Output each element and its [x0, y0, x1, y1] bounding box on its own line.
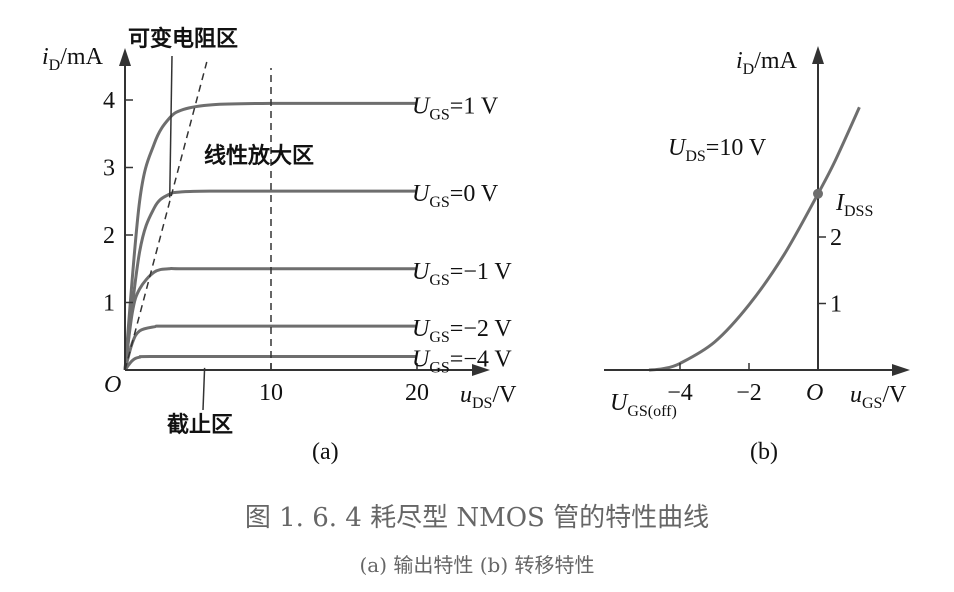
x-axis-label: uDS/V — [460, 382, 517, 412]
output-curve — [123, 189, 417, 371]
x-axis-label-unit: /V — [492, 382, 517, 408]
series-label: UGS=1 V — [412, 93, 499, 123]
series-label-sub: GS — [429, 329, 449, 346]
output-curve — [123, 267, 417, 371]
x-axis-label: uGS/V — [850, 382, 907, 412]
x-tick-label: −4 — [667, 380, 693, 406]
y-tick-label: 4 — [103, 88, 115, 114]
idss-point — [813, 188, 823, 199]
vds-condition-label: UDS=10 V — [668, 135, 767, 165]
x-ticks: −4 −2 — [667, 363, 762, 406]
series-label-var: U — [412, 181, 431, 207]
x-axis-label-unit: /V — [882, 382, 907, 408]
y-axis-label-sub: D — [743, 61, 755, 78]
y-axis-arrow — [812, 46, 824, 64]
x-axis-arrow — [892, 364, 910, 376]
y-ticks: 12 — [818, 225, 842, 318]
series-label-rest: =0 V — [450, 181, 499, 207]
figure-caption-subtitle: (a) 输出特性 (b) 转移特性 — [359, 553, 594, 577]
cutoff-region-label: 截止区 — [167, 413, 233, 438]
y-axis-label-var: i — [736, 48, 743, 74]
transfer-curve — [648, 106, 861, 372]
series-label-rest: =−2 V — [450, 316, 513, 342]
series-label-sub: GS — [429, 106, 449, 123]
x-tick-label: 10 — [259, 380, 283, 406]
transfer-curve-line — [648, 106, 861, 372]
x-axis-arrow — [472, 364, 490, 376]
y-tick-label: 2 — [103, 223, 115, 249]
cond-var: U — [668, 135, 687, 161]
series-label-rest: =−1 V — [450, 259, 513, 285]
series-label-var: U — [412, 259, 431, 285]
y-axis-label-var: i — [42, 44, 49, 70]
variable-resistance-region-label: 可变电阻区 — [128, 26, 238, 52]
x-axis-label-var: u — [460, 382, 472, 408]
panel-b-label: (b) — [750, 439, 778, 465]
series-label: UGS=−2 V — [412, 316, 512, 346]
idss-label: IDSS — [835, 190, 873, 220]
cutoff-sub: GS(off) — [627, 403, 676, 420]
figure-caption-title: 图 1. 6. 4 耗尽型 NMOS 管的特性曲线 — [245, 503, 709, 533]
cutoff-var: U — [610, 390, 629, 416]
cond-sub: DS — [685, 148, 705, 165]
y-axis-label-sub: D — [49, 57, 61, 74]
origin-label: O — [104, 372, 121, 398]
idss-sub: DSS — [844, 203, 873, 220]
y-tick-label: 1 — [103, 291, 115, 317]
series-label-var: U — [412, 316, 431, 342]
series-label: UGS=−4 V — [412, 347, 512, 377]
output-curve — [123, 354, 417, 371]
origin-label: O — [806, 380, 823, 406]
cond-rest: =10 V — [706, 135, 767, 161]
variable-resistance-leader-line — [168, 55, 173, 198]
y-axis-arrow — [119, 48, 131, 66]
output-curve — [123, 101, 418, 371]
x-axis-label-sub: GS — [862, 395, 882, 412]
series-label-sub: GS — [429, 194, 449, 211]
panel-a-label: (a) — [312, 439, 339, 465]
y-tick-label: 2 — [830, 225, 842, 251]
series-label-sub: GS — [429, 360, 449, 377]
series-label-var: U — [412, 93, 431, 119]
x-axis-label-var: u — [850, 382, 862, 408]
y-tick-label: 3 — [103, 156, 115, 182]
linear-amplification-region-label: 线性放大区 — [204, 143, 314, 169]
series-label: UGS=0 V — [412, 181, 499, 211]
y-tick-label: 1 — [830, 292, 842, 318]
y-ticks: 1 2 3 4 — [103, 88, 133, 317]
x-ticks: 10 20 — [259, 363, 429, 406]
series-label: UGS=−1 V — [412, 259, 512, 289]
x-axis-label-sub: DS — [472, 395, 492, 412]
variable-resistance-boundary-dashed-line — [124, 61, 208, 371]
y-axis-label-unit: /mA — [754, 48, 797, 74]
x-tick-label: −2 — [736, 380, 762, 406]
idss-var: I — [835, 190, 845, 216]
series-label-var: U — [412, 347, 431, 373]
series-label-rest: =−4 V — [450, 347, 513, 373]
cutoff-voltage-label: UGS(off) — [610, 390, 677, 420]
y-axis-label: iD/mA — [42, 44, 104, 74]
x-tick-label: 20 — [405, 380, 429, 406]
series-label-rest: =1 V — [450, 93, 499, 119]
y-axis-label-unit: /mA — [60, 44, 103, 70]
y-axis-label: iD/mA — [736, 48, 798, 78]
transfer-characteristics-panel: 12 −4 −2 iD/mA uGS/V O UDS=10 V IDSS UGS(… — [604, 46, 910, 465]
cutoff-leader-line — [202, 367, 206, 411]
series-label-sub: GS — [429, 272, 449, 289]
